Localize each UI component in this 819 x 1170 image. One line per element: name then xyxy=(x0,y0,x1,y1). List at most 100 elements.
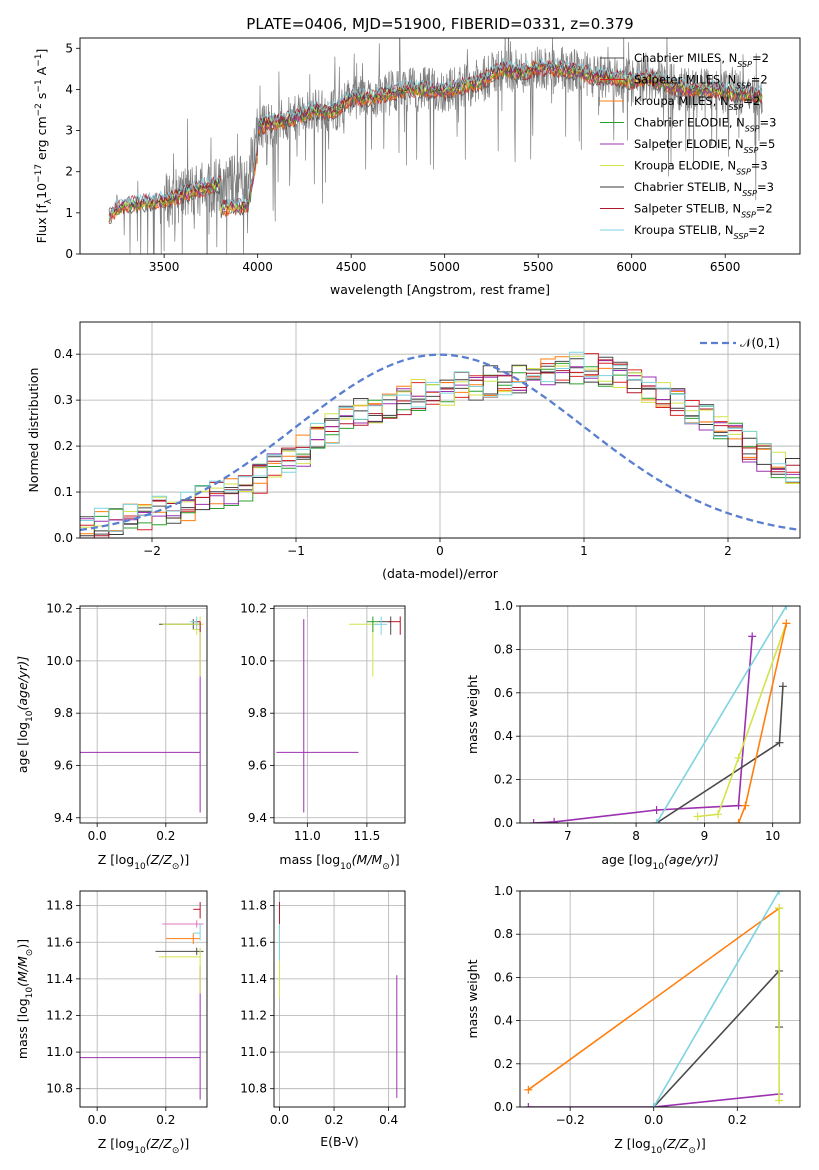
normal-reference-curve xyxy=(80,353,800,532)
x-axis-label-part: ⊙ xyxy=(172,1146,180,1156)
plus-marker xyxy=(529,819,538,823)
cumulative-line xyxy=(653,891,780,1107)
y-tick-label: 0.2 xyxy=(494,773,513,787)
cumulative-line xyxy=(533,636,753,823)
x-tick-label: −1 xyxy=(287,544,305,558)
x-axis-label: age [log10(age/yr)] xyxy=(601,852,718,872)
legend-label: Kroupa ELODIE, NSSP=3 xyxy=(634,159,768,177)
y-axis-label-part: ] xyxy=(34,49,49,54)
y-axis-label-part: 10 xyxy=(25,987,35,999)
y-axis-label-part: 10 xyxy=(25,710,35,722)
plus-marker xyxy=(778,682,787,691)
legend-label-tail: =2 xyxy=(756,202,773,216)
y-axis-label-part: ⊙ xyxy=(25,949,35,957)
y-tick-label: 4 xyxy=(65,82,73,96)
x-axis-label: E(B-V) xyxy=(320,1134,359,1149)
x-axis-label-part: )] xyxy=(179,1136,189,1151)
x-axis-label-part: (Z/Z xyxy=(146,852,173,867)
histogram-plot xyxy=(80,351,800,538)
mass-vs-ebv-points xyxy=(278,901,398,1098)
x-tick-label: 8 xyxy=(632,829,640,843)
y-tick-label: 0.8 xyxy=(494,642,513,656)
y-tick-label: 0.6 xyxy=(494,970,513,984)
x-axis-label-part: Z [log xyxy=(614,1136,650,1151)
legend-label-sub: SSP xyxy=(736,81,751,90)
y-tick-label: 0.0 xyxy=(494,816,513,830)
cumulative-mass-weight-vs-metallicity-frame xyxy=(519,890,801,1108)
y-tick-label: 11.4 xyxy=(240,972,267,986)
y-tick-label: 1 xyxy=(65,206,73,220)
x-tick-label: 3500 xyxy=(149,260,180,274)
cumulative-mass-weight-vs-age-grid xyxy=(520,605,800,824)
x-axis-label-part: )] xyxy=(696,1136,706,1151)
legend-label-sub: SSP xyxy=(736,167,751,176)
legend-label-base: Salpeter ELODIE, N xyxy=(634,137,744,151)
y-tick-label: 1.0 xyxy=(494,599,513,613)
legend-label-base: Kroupa MILES, N xyxy=(634,94,729,108)
x-axis-label-part: (Z/Z xyxy=(146,1136,173,1151)
x-tick-label: 1 xyxy=(580,544,588,558)
x-axis-label: Z [log10(Z/Z⊙)] xyxy=(614,1136,705,1156)
x-axis-label-part: (age/yr)] xyxy=(664,852,719,867)
x-tick-label: 0.4 xyxy=(379,1113,398,1127)
y-tick-label: 11.0 xyxy=(46,1045,73,1059)
plus-marker xyxy=(652,819,661,823)
x-axis-label-part: 10 xyxy=(134,1146,146,1156)
x-tick-label: 0.0 xyxy=(644,1113,663,1127)
legend-label: 𝒩(0,1) xyxy=(740,336,780,350)
histogram-step-line xyxy=(80,351,800,532)
cumulative-mass-weight-vs-age-frame xyxy=(519,605,801,824)
y-tick-label: 1.0 xyxy=(494,884,513,898)
plus-marker xyxy=(734,801,743,810)
age-vs-metallicity-frame xyxy=(79,605,208,824)
legend-label: Kroupa MILES, NSSP=2 xyxy=(634,94,760,112)
x-tick-label: 0.0 xyxy=(270,1113,289,1127)
legend-label: Kroupa STELIB, NSSP=2 xyxy=(634,223,765,241)
y-tick-label: 10.2 xyxy=(240,602,267,616)
plus-marker xyxy=(782,606,791,610)
plus-marker xyxy=(734,753,743,762)
model-spectrum-line xyxy=(108,59,763,213)
plus-marker xyxy=(775,891,784,895)
y-tick-label: 0.3 xyxy=(54,393,73,407)
x-tick-label: 0.0 xyxy=(88,829,107,843)
y-axis-label-part: λ xyxy=(44,198,54,204)
x-tick-label: 2 xyxy=(724,544,732,558)
y-tick-label: 11.8 xyxy=(46,899,73,913)
x-tick-label: 0 xyxy=(436,544,444,558)
y-tick-label: 10.0 xyxy=(240,654,267,668)
residual-histogram-grid xyxy=(80,322,800,539)
mass-vs-metallicity-points xyxy=(80,901,204,1100)
legend-label: Chabrier MILES, NSSP=2 xyxy=(634,51,769,69)
x-axis-label: mass [log10(M/M⊙)] xyxy=(279,852,399,872)
plus-marker xyxy=(652,805,661,814)
x-axis-label-part: 10 xyxy=(134,862,146,872)
spectrum-frame xyxy=(79,37,801,255)
mass-vs-ebv-grid xyxy=(274,891,405,1107)
y-axis-label-part: −17 xyxy=(34,164,44,183)
figure-title: PLATE=0406, MJD=51900, FIBERID=0331, z=0… xyxy=(246,15,633,33)
y-axis-label-part: −1 xyxy=(34,79,44,92)
legend-label-tail: =2 xyxy=(751,73,768,87)
x-axis-label: Z [log10(Z/Z⊙)] xyxy=(98,852,189,872)
legend-label-tail: =3 xyxy=(751,159,768,173)
y-tick-label: 0.2 xyxy=(54,439,73,453)
plus-marker xyxy=(649,1103,658,1107)
y-tick-label: 10.0 xyxy=(46,654,73,668)
y-tick-label: 0.4 xyxy=(54,347,73,361)
y-tick-label: 3 xyxy=(65,124,73,138)
y-axis-label-part: 10 xyxy=(34,183,49,199)
y-tick-label: 9.6 xyxy=(54,758,73,772)
y-tick-label: 0.0 xyxy=(54,531,73,545)
mass-vs-metallicity-grid xyxy=(80,891,207,1107)
mass-vs-metallicity-frame xyxy=(79,890,208,1108)
x-axis-label-part: mass [log xyxy=(279,852,340,867)
x-tick-label: 11.5 xyxy=(354,829,381,843)
x-tick-label: −0.2 xyxy=(556,1113,585,1127)
y-axis-label-part: Flux [f xyxy=(34,204,49,244)
cumulative-line xyxy=(655,606,787,823)
x-axis-label: wavelength [Angstrom, rest frame] xyxy=(330,282,550,297)
legend-label-base: Salpeter STELIB, N xyxy=(634,202,741,216)
spectrum-plot xyxy=(108,38,763,254)
